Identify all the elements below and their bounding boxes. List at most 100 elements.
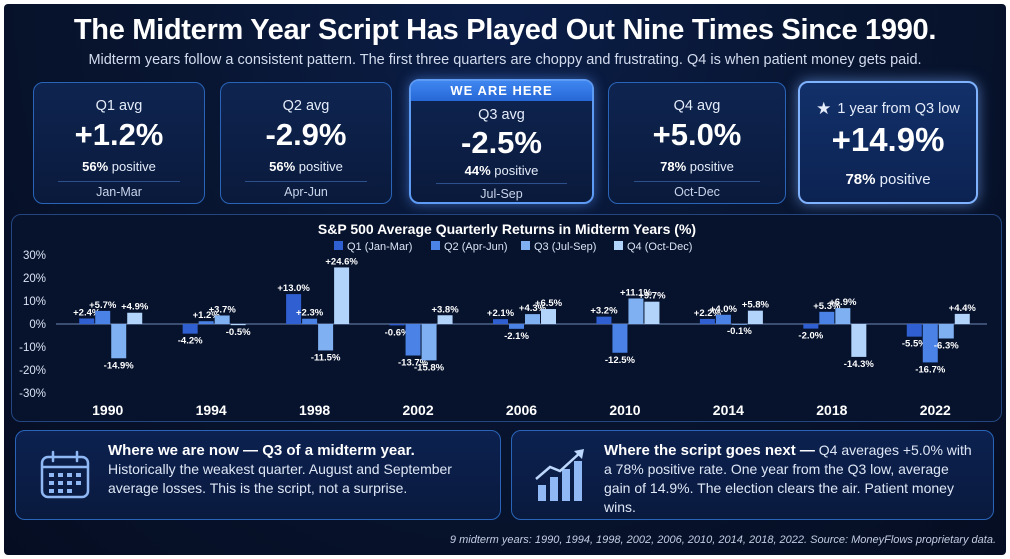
q2-card: Q2 avg -2.9% 56% positive Apr-Jun <box>220 82 392 204</box>
bar <box>127 312 143 324</box>
growth-chart-icon <box>535 449 584 501</box>
bar <box>819 311 835 324</box>
x-tick-label: 2022 <box>920 402 951 418</box>
card-label: ★ 1 year from Q3 low <box>800 99 976 119</box>
data-label: +3.8% <box>431 304 459 315</box>
data-label: -15.8% <box>414 362 445 373</box>
bar <box>851 324 867 357</box>
data-label: +9.7% <box>638 291 666 302</box>
card-divider <box>633 181 761 182</box>
y-tick-label: 0% <box>29 319 46 331</box>
bar <box>389 324 405 326</box>
x-tick-label: 2010 <box>609 402 640 418</box>
legend-label: Q4 (Oct-Dec) <box>627 241 692 253</box>
bar <box>214 315 230 324</box>
data-label: -14.9% <box>104 360 135 371</box>
bar <box>111 324 127 359</box>
bar <box>334 267 350 324</box>
card-value: +1.2% <box>74 117 164 152</box>
card-positive-pct: 78% <box>660 159 687 174</box>
data-label: +11.1% <box>620 287 653 298</box>
card-value: +14.9% <box>831 121 945 158</box>
bar-chart: S&P 500 Average Quarterly Returns in Mid… <box>19 221 987 418</box>
data-label: +5.3% <box>813 301 841 312</box>
next-panel-text: Where the script goes next — Q4 averages… <box>604 441 979 517</box>
bar <box>95 310 111 324</box>
data-label: -11.5% <box>311 352 341 363</box>
card-value: -2.9% <box>265 117 347 152</box>
now-panel-text: Where we are now — Q3 of a midterm year.… <box>108 441 486 498</box>
data-label: +4.4% <box>949 303 977 314</box>
data-label: -16.7% <box>915 364 946 375</box>
bar <box>302 318 318 324</box>
data-label: +2.2% <box>694 308 722 319</box>
card-value: -2.5% <box>461 125 542 160</box>
we-are-here-badge: WE ARE HERE <box>411 81 592 101</box>
data-label: -2.1% <box>504 331 529 342</box>
card-divider <box>436 183 567 184</box>
card-months: Apr-Jun <box>284 185 328 199</box>
bar <box>493 319 508 324</box>
data-label: -14.3% <box>844 359 875 370</box>
data-label: -5.5% <box>902 339 927 350</box>
y-tick-label: 20% <box>23 273 46 285</box>
bar <box>715 314 731 324</box>
legend-label: Q2 (Apr-Jun) <box>444 241 508 253</box>
x-tick-label: 1994 <box>196 402 227 418</box>
q3-card: WE ARE HERE Q3 avg -2.5% 44% positive Ju… <box>409 79 594 204</box>
card-positive-text: positive <box>111 159 156 174</box>
data-label: +1.2% <box>193 310 221 321</box>
bar <box>644 301 660 324</box>
bar <box>803 324 819 329</box>
one-year-card: ★ 1 year from Q3 low +14.9% 78% positive <box>798 81 978 204</box>
data-label: +6.5% <box>535 298 563 309</box>
bar <box>286 294 302 324</box>
chart-panel: S&P 500 Average Quarterly Returns in Mid… <box>11 214 1002 422</box>
bar <box>699 318 715 324</box>
card-label: Q4 avg <box>673 98 721 114</box>
data-label: -2.0% <box>798 331 823 342</box>
card-months: Jul-Sep <box>480 187 523 201</box>
calendar-icon <box>40 450 90 499</box>
bar <box>922 324 938 363</box>
bar <box>835 308 851 324</box>
legend-label: Q1 (Jan-Mar) <box>347 241 412 253</box>
bar <box>596 316 612 324</box>
bar <box>198 321 214 324</box>
data-label: -0.6% <box>385 327 410 338</box>
data-label: -0.5% <box>226 327 251 338</box>
data-label: +2.4% <box>73 307 101 318</box>
bar <box>612 324 628 353</box>
card-label: Q1 avg <box>95 98 143 114</box>
data-label: +4.0% <box>710 304 738 315</box>
data-label: -12.5% <box>605 355 636 366</box>
x-tick-label: 2014 <box>713 402 744 418</box>
data-label: +3.7% <box>209 304 237 315</box>
legend-label: Q3 (Jul-Sep) <box>534 241 596 253</box>
page-subtitle: Midterm years follow a consistent patter… <box>88 52 922 68</box>
card-positive: 56% positive <box>221 159 391 174</box>
now-panel-body: Historically the weakest quarter. August… <box>108 461 452 496</box>
card-divider <box>57 181 181 182</box>
card-positive-text: positive <box>298 159 343 174</box>
card-label-text: 1 year from Q3 low <box>837 101 960 117</box>
card-positive-pct: 56% <box>82 159 109 174</box>
infographic: The Midterm Year Script Has Played Out N… <box>4 4 1006 555</box>
data-label: +13.0% <box>277 283 310 294</box>
next-panel-head: Where the script goes next — <box>604 442 815 459</box>
data-label: +2.1% <box>487 308 515 319</box>
card-positive-text: positive <box>879 171 931 188</box>
data-label: -13.7% <box>398 358 429 369</box>
card-positive: 56% positive <box>34 159 204 174</box>
card-positive-text: positive <box>494 163 539 178</box>
card-positive: 78% positive <box>800 171 976 188</box>
y-tick-label: -30% <box>19 388 46 400</box>
data-label: +3.2% <box>590 306 618 317</box>
x-tick-label: 2006 <box>506 402 537 418</box>
card-positive: 78% positive <box>609 159 785 174</box>
next-panel: Where the script goes next — Q4 averages… <box>511 430 994 520</box>
y-tick-label: -20% <box>19 365 46 377</box>
data-label: -4.2% <box>178 336 203 347</box>
now-panel-head: Where we are now — Q3 of a midterm year. <box>108 442 415 459</box>
q1-card: Q1 avg +1.2% 56% positive Jan-Mar <box>33 82 205 204</box>
